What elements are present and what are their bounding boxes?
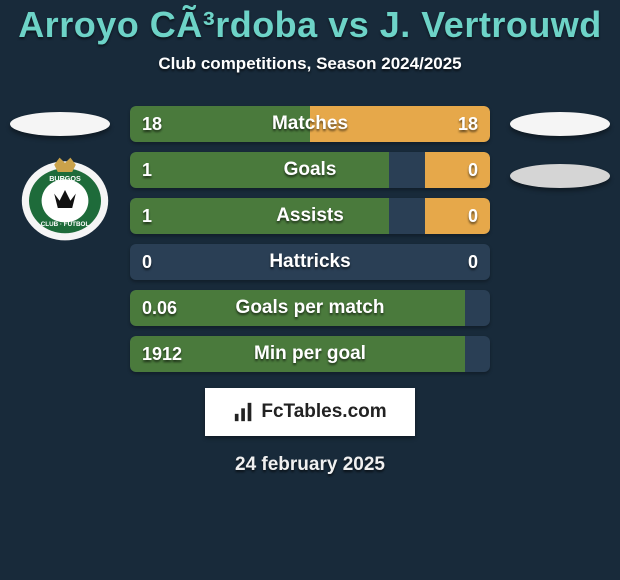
page-title: Arroyo CÃ³rdoba vs J. Vertrouwd (18, 4, 602, 46)
chart-icon (233, 401, 255, 423)
team-crest-right-placeholder (510, 164, 610, 188)
crest-crown (54, 158, 76, 172)
stat-row: 1Goals0 (130, 152, 490, 188)
date-text: 24 february 2025 (235, 454, 385, 476)
team-crest-left: BURGOS CLUB · FUTBOL (20, 154, 110, 244)
stat-label: Goals (202, 159, 418, 181)
subtitle: Club competitions, Season 2024/2025 (158, 54, 461, 74)
stat-row: 0Hattricks0 (130, 244, 490, 280)
stat-value-left: 1 (142, 160, 202, 181)
player-photo-left-placeholder (10, 112, 110, 136)
crest-text-bottom: CLUB · FUTBOL (41, 221, 90, 228)
stat-value-left: 1 (142, 206, 202, 227)
stat-label: Assists (202, 205, 418, 227)
stat-label: Goals per match (202, 297, 418, 319)
stats-list: 18Matches181Goals01Assists00Hattricks00.… (130, 106, 490, 372)
stat-row: 18Matches18 (130, 106, 490, 142)
crest-text-top: BURGOS (49, 174, 81, 183)
stat-value-left: 0 (142, 252, 202, 273)
stat-value-left: 0.06 (142, 298, 202, 319)
source-logo: FcTables.com (233, 401, 386, 423)
stat-label: Hattricks (202, 251, 418, 273)
source-logo-text: FcTables.com (261, 401, 386, 423)
stat-label: Matches (202, 113, 418, 135)
comparison-card: Arroyo CÃ³rdoba vs J. Vertrouwd Club com… (0, 0, 620, 580)
stat-value-right: 0 (418, 206, 478, 227)
source-logo-box: FcTables.com (205, 388, 415, 436)
stat-row: 1912Min per goal (130, 336, 490, 372)
stat-value-right: 0 (418, 252, 478, 273)
stat-label: Min per goal (202, 343, 418, 365)
stat-row: 0.06Goals per match (130, 290, 490, 326)
stat-row: 1Assists0 (130, 198, 490, 234)
stat-value-left: 1912 (142, 344, 202, 365)
stat-value-right: 0 (418, 160, 478, 181)
stat-value-left: 18 (142, 114, 202, 135)
stats-area: BURGOS CLUB · FUTBOL 18Matches181Goals01… (0, 106, 620, 372)
player-photo-right-placeholder (510, 112, 610, 136)
stat-value-right: 18 (418, 114, 478, 135)
